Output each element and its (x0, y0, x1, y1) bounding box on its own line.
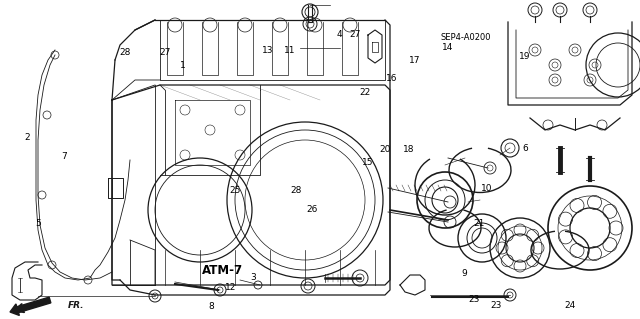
FancyArrow shape (10, 297, 51, 315)
Text: 18: 18 (403, 145, 414, 154)
Text: 24: 24 (564, 301, 575, 310)
Text: 8: 8 (209, 302, 214, 311)
Text: 5: 5 (36, 219, 41, 228)
Text: 23: 23 (490, 301, 502, 310)
Text: 7: 7 (61, 152, 67, 161)
Text: 27: 27 (349, 30, 361, 39)
Text: 23: 23 (468, 295, 479, 304)
Text: 11: 11 (284, 46, 295, 55)
Text: 27: 27 (159, 48, 171, 57)
Text: 9: 9 (462, 269, 467, 278)
Text: 13: 13 (262, 46, 273, 55)
Text: 10: 10 (481, 184, 492, 193)
Text: 6: 6 (522, 144, 527, 153)
Text: 12: 12 (225, 283, 236, 292)
Text: 17: 17 (409, 56, 420, 65)
Text: 25: 25 (230, 186, 241, 195)
Text: 16: 16 (386, 74, 397, 83)
Text: 1: 1 (180, 61, 185, 70)
Text: 19: 19 (519, 52, 531, 61)
Text: ATM-7: ATM-7 (202, 264, 243, 277)
Text: 21: 21 (473, 219, 484, 228)
Text: 14: 14 (442, 43, 454, 52)
Text: 28: 28 (120, 48, 131, 57)
Text: 20: 20 (380, 145, 391, 154)
Text: 28: 28 (290, 186, 301, 195)
Text: 3: 3 (250, 273, 255, 282)
Text: 4: 4 (337, 30, 342, 39)
Text: FR.: FR. (68, 300, 84, 309)
Text: SEP4-A0200: SEP4-A0200 (441, 33, 491, 42)
Text: 15: 15 (362, 158, 374, 167)
Text: 22: 22 (359, 88, 371, 97)
Text: 2: 2 (24, 133, 29, 142)
Text: 26: 26 (307, 205, 318, 214)
